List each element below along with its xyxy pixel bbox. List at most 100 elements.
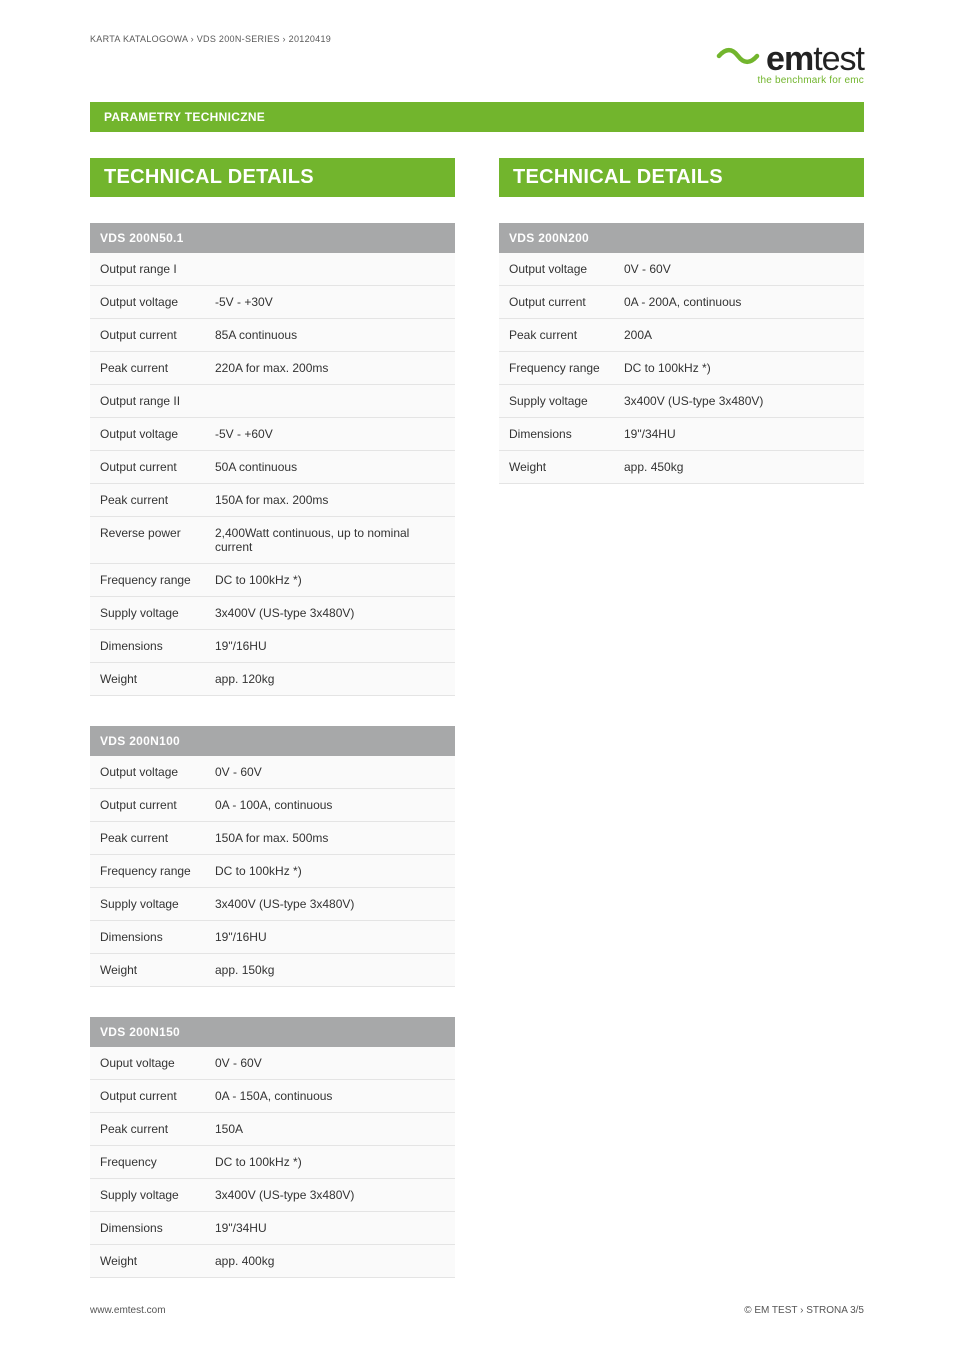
spec-value: DC to 100kHz *) — [205, 564, 455, 597]
table-row: Output voltage-5V - +60V — [90, 418, 455, 451]
spec-value — [205, 253, 455, 286]
spec-key: Weight — [90, 663, 205, 696]
table-row: Peak current200A — [499, 319, 864, 352]
spec-table: VDS 200N50.1Output range IOutput voltage… — [90, 223, 455, 696]
logo-mark-icon — [716, 42, 760, 70]
table-row: Peak current150A for max. 200ms — [90, 484, 455, 517]
spec-key: Reverse power — [90, 517, 205, 564]
section-title-left: TECHNICAL DETAILS — [90, 158, 455, 197]
columns: TECHNICAL DETAILS VDS 200N50.1Output ran… — [90, 158, 864, 1308]
spec-value: DC to 100kHz *) — [205, 1146, 455, 1179]
spec-value: 3x400V (US-type 3x480V) — [205, 1179, 455, 1212]
table-row: Ouput voltage0V - 60V — [90, 1047, 455, 1080]
table-row: Output current50A continuous — [90, 451, 455, 484]
table-row: Output voltage0V - 60V — [499, 253, 864, 286]
spec-value: 3x400V (US-type 3x480V) — [205, 888, 455, 921]
spec-key: Output voltage — [90, 286, 205, 319]
spec-key: Frequency — [90, 1146, 205, 1179]
spec-table-title: VDS 200N100 — [90, 726, 455, 756]
spec-key: Supply voltage — [90, 1179, 205, 1212]
table-row: Weightapp. 150kg — [90, 954, 455, 987]
footer-pageinfo: © EM TEST › STRONA 3/5 — [744, 1305, 864, 1316]
spec-table: VDS 200N100Output voltage0V - 60VOutput … — [90, 726, 455, 987]
table-row: FrequencyDC to 100kHz *) — [90, 1146, 455, 1179]
spec-table: VDS 200N150Ouput voltage0V - 60VOutput c… — [90, 1017, 455, 1278]
spec-key: Peak current — [499, 319, 614, 352]
spec-key: Output range I — [90, 253, 205, 286]
section-title-right: TECHNICAL DETAILS — [499, 158, 864, 197]
spec-value: DC to 100kHz *) — [205, 855, 455, 888]
spec-value: 19"/34HU — [614, 418, 864, 451]
table-row: Output current0A - 100A, continuous — [90, 789, 455, 822]
table-row: Weightapp. 120kg — [90, 663, 455, 696]
spec-key: Output current — [499, 286, 614, 319]
spec-key: Output current — [90, 319, 205, 352]
spec-key: Weight — [499, 451, 614, 484]
footer-url: www.emtest.com — [90, 1305, 166, 1316]
left-column: TECHNICAL DETAILS VDS 200N50.1Output ran… — [90, 158, 455, 1308]
footer: www.emtest.com © EM TEST › STRONA 3/5 — [90, 1305, 864, 1316]
spec-value: DC to 100kHz *) — [614, 352, 864, 385]
spec-key: Weight — [90, 1245, 205, 1278]
table-row: Output voltage0V - 60V — [90, 756, 455, 789]
spec-key: Supply voltage — [90, 888, 205, 921]
spec-value: 0A - 150A, continuous — [205, 1080, 455, 1113]
spec-value: app. 120kg — [205, 663, 455, 696]
spec-value: 50A continuous — [205, 451, 455, 484]
spec-value: 2,400Watt continuous, up to nominal curr… — [205, 517, 455, 564]
table-row: Dimensions19"/16HU — [90, 630, 455, 663]
spec-key: Output current — [90, 1080, 205, 1113]
spec-value: 3x400V (US-type 3x480V) — [205, 597, 455, 630]
spec-value: 19"/16HU — [205, 921, 455, 954]
table-row: Supply voltage3x400V (US-type 3x480V) — [90, 597, 455, 630]
table-row: Supply voltage3x400V (US-type 3x480V) — [90, 888, 455, 921]
spec-key: Supply voltage — [90, 597, 205, 630]
spec-table-title: VDS 200N50.1 — [90, 223, 455, 253]
spec-value: 200A — [614, 319, 864, 352]
table-row: Output current85A continuous — [90, 319, 455, 352]
table-row: Dimensions19"/34HU — [499, 418, 864, 451]
spec-table-title: VDS 200N150 — [90, 1017, 455, 1047]
spec-key: Output current — [90, 451, 205, 484]
logo-word-bold: em — [766, 40, 813, 78]
spec-value: -5V - +30V — [205, 286, 455, 319]
spec-key: Dimensions — [90, 921, 205, 954]
table-row: Supply voltage3x400V (US-type 3x480V) — [499, 385, 864, 418]
spec-key: Dimensions — [90, 630, 205, 663]
spec-value: 0A - 100A, continuous — [205, 789, 455, 822]
spec-key: Frequency range — [90, 855, 205, 888]
spec-key: Output current — [90, 789, 205, 822]
spec-key: Output voltage — [499, 253, 614, 286]
spec-value: app. 450kg — [614, 451, 864, 484]
table-row: Weightapp. 450kg — [499, 451, 864, 484]
table-row: Frequency rangeDC to 100kHz *) — [90, 855, 455, 888]
spec-value: 0V - 60V — [205, 756, 455, 789]
logo-tagline: the benchmark for emc — [716, 75, 864, 86]
table-row: Dimensions19"/34HU — [90, 1212, 455, 1245]
spec-key: Dimensions — [499, 418, 614, 451]
page: KARTA KATALOGOWA › VDS 200N-series › 201… — [0, 0, 954, 1350]
spec-value: 19"/34HU — [205, 1212, 455, 1245]
spec-table: VDS 200N200Output voltage0V - 60VOutput … — [499, 223, 864, 484]
spec-key: Frequency range — [499, 352, 614, 385]
spec-value: 150A for max. 500ms — [205, 822, 455, 855]
table-row: Reverse power2,400Watt continuous, up to… — [90, 517, 455, 564]
table-row: Frequency rangeDC to 100kHz *) — [90, 564, 455, 597]
spec-value: -5V - +60V — [205, 418, 455, 451]
spec-key: Ouput voltage — [90, 1047, 205, 1080]
table-row: Peak current150A for max. 500ms — [90, 822, 455, 855]
spec-value: 0V - 60V — [205, 1047, 455, 1080]
spec-key: Peak current — [90, 352, 205, 385]
spec-key: Dimensions — [90, 1212, 205, 1245]
section-bar: PARAMETRY TECHNICZNE — [90, 102, 864, 132]
spec-key: Output voltage — [90, 418, 205, 451]
spec-value: 0V - 60V — [614, 253, 864, 286]
table-row: Dimensions19"/16HU — [90, 921, 455, 954]
table-row: Peak current150A — [90, 1113, 455, 1146]
spec-value: app. 400kg — [205, 1245, 455, 1278]
spec-value: 220A for max. 200ms — [205, 352, 455, 385]
spec-key: Output range II — [90, 385, 205, 418]
table-row: Output voltage-5V - +30V — [90, 286, 455, 319]
spec-value: 150A — [205, 1113, 455, 1146]
logo-word-rest: test — [813, 40, 864, 78]
